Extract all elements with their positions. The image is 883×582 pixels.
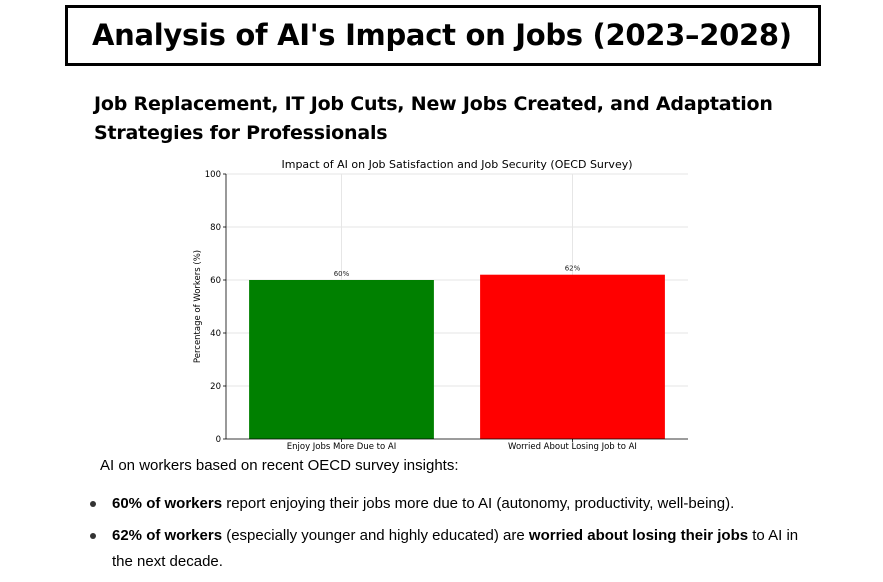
insight-item: 60% of workers report enjoying their job…	[88, 491, 808, 517]
y-axis-label: Percentage of Workers (%)	[193, 250, 203, 363]
x-tick-label: Worried About Losing Job to AI	[508, 442, 637, 452]
page-subtitle: Job Replacement, IT Job Cuts, New Jobs C…	[94, 93, 773, 144]
insight-highlight: worried about losing their jobs	[528, 527, 749, 544]
insight-text: report enjoying their jobs more due to A…	[222, 495, 735, 512]
insight-item: 62% of workers (especially younger and h…	[88, 523, 808, 575]
y-tick-label: 60	[210, 276, 221, 286]
bar-chart: 60% Enjoy Jobs More Due to AI 62% Worried A…	[193, 158, 688, 452]
insight-highlight: 60% of workers	[112, 495, 223, 512]
y-tick-label: 80	[210, 223, 221, 233]
y-tick-label: 20	[210, 382, 221, 392]
y-tick-label: 100	[205, 170, 221, 180]
bar-data-label: 60%	[334, 270, 350, 278]
chart-bar	[249, 280, 434, 439]
chart-bar	[480, 274, 665, 439]
insight-text: (especially younger and highly educated)…	[222, 527, 529, 544]
y-tick-label: 40	[210, 329, 221, 339]
chart-caption: AI on workers based on recent OECD surve…	[100, 457, 459, 474]
x-tick-label: Enjoy Jobs More Due to AI	[287, 442, 396, 452]
insight-highlight: 62% of workers	[112, 527, 223, 544]
chart-title: Impact of AI on Job Satisfaction and Job…	[281, 158, 632, 171]
insight-text: to AI in the next decade.	[112, 527, 799, 570]
bar-data-label: 62%	[565, 265, 581, 273]
insight-list: 60% of workers report enjoying their job…	[88, 491, 808, 581]
y-tick-label: 0	[216, 435, 221, 445]
page-title: Analysis of AI's Impact on Jobs (2023–20…	[92, 18, 792, 52]
title-box: Analysis of AI's Impact on Jobs (2023–20…	[65, 5, 821, 66]
